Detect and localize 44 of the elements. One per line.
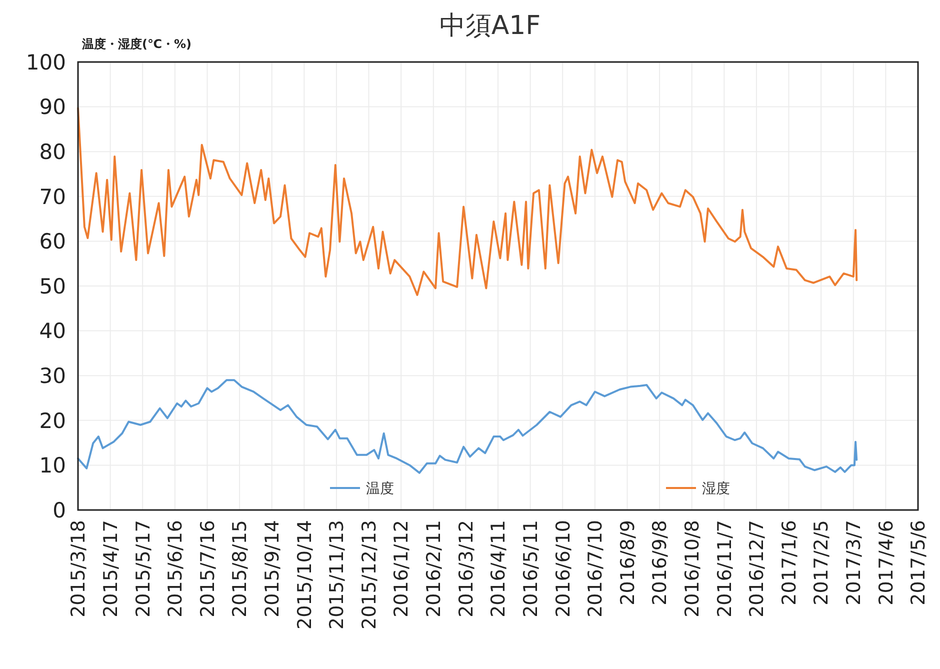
- x-tick-label: 2015/10/14: [294, 520, 316, 630]
- y-tick-label: 80: [39, 140, 66, 164]
- x-tick-label: 2017/3/7: [843, 520, 866, 606]
- x-tick-label: 2016/4/11: [488, 520, 510, 618]
- x-tick-label: 2015/11/13: [326, 520, 348, 630]
- line-series: [77, 379, 858, 474]
- y-tick-label: 40: [39, 319, 66, 344]
- x-tick-label: 2016/8/9: [616, 520, 639, 606]
- x-tick-label: 2015/6/16: [164, 520, 187, 618]
- x-tick-label: 2016/11/7: [714, 520, 736, 618]
- x-tick-label: 2016/1/12: [390, 520, 413, 618]
- y-tick-label: 100: [26, 50, 66, 74]
- y-tick-label: 0: [52, 498, 66, 522]
- y-tick-label: 10: [39, 454, 66, 478]
- y-tick-label: 50: [39, 274, 66, 298]
- x-tick-label: 2017/1/6: [778, 520, 800, 606]
- x-tick-label: 2015/4/17: [100, 520, 122, 618]
- chart-title: 中須A1F: [439, 11, 541, 41]
- x-tick-label: 2015/7/16: [196, 520, 219, 618]
- x-tick-label: 2016/12/7: [746, 520, 768, 618]
- legend-label: 湿度: [702, 480, 730, 497]
- x-tick-label: 2015/8/15: [229, 520, 252, 618]
- x-tick-label: 2017/5/6: [908, 520, 930, 606]
- y-axis-title: 温度・湿度(℃・%): [81, 37, 192, 51]
- x-tick-label: 2016/5/11: [520, 520, 542, 618]
- x-tick-label: 2015/12/13: [358, 520, 380, 630]
- x-tick-label: 2016/7/10: [584, 520, 607, 618]
- x-tick-label: 2017/4/6: [875, 520, 898, 606]
- y-tick-label: 30: [39, 364, 66, 388]
- x-tick-label: 2016/3/12: [455, 520, 478, 618]
- legend-label: 温度: [366, 480, 394, 497]
- x-tick-label: 2015/9/14: [261, 520, 284, 618]
- x-tick-label: 2016/10/8: [681, 520, 704, 618]
- y-tick-label: 90: [39, 95, 66, 120]
- y-tick-label: 60: [39, 230, 66, 254]
- x-tick-label: 2016/9/8: [649, 520, 672, 606]
- y-tick-label: 70: [39, 184, 66, 209]
- x-tick-label: 2017/2/5: [810, 520, 833, 606]
- line-series: [77, 107, 858, 296]
- x-tick-label: 2016/6/10: [552, 520, 574, 618]
- y-tick-label: 20: [39, 408, 66, 433]
- x-tick-label: 2015/3/18: [68, 520, 90, 618]
- x-tick-label: 2016/2/11: [423, 520, 446, 618]
- x-tick-label: 2015/5/17: [132, 520, 154, 618]
